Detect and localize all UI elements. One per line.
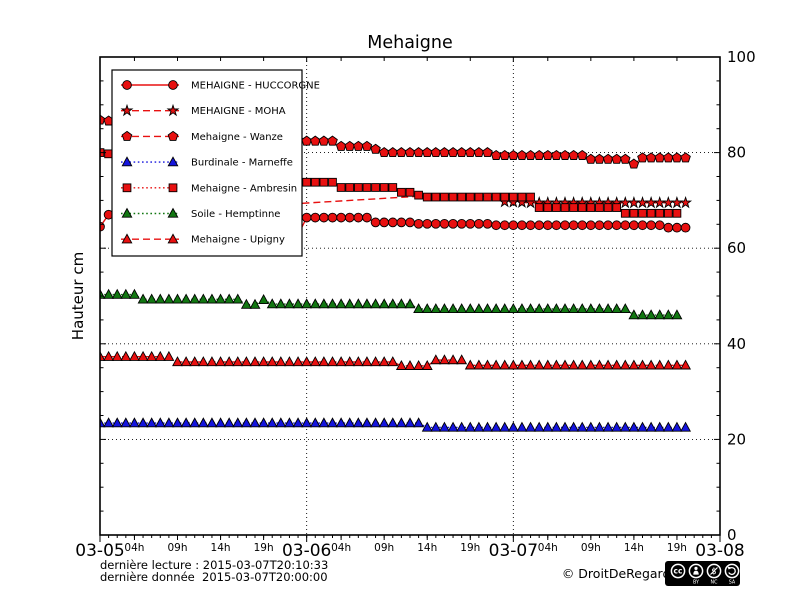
svg-text:04h: 04h <box>124 542 144 554</box>
by-person-icon <box>688 563 704 579</box>
creative-commons-badge: cc $ BY NC SA <box>665 561 740 586</box>
svg-text:19h: 19h <box>667 542 687 554</box>
cc-license-icons: cc $ BY NC SA <box>670 563 740 586</box>
svg-text:Mehaigne - Ambresin: Mehaigne - Ambresin <box>191 183 297 194</box>
by-label: BY <box>693 580 699 586</box>
svg-text:Mehaigne - Upigny: Mehaigne - Upigny <box>191 235 285 246</box>
axis-ticks <box>99 56 721 542</box>
legend-item-wanze: Mehaigne - Wanze <box>121 130 283 143</box>
svg-text:Soile - Hemptinne: Soile - Hemptinne <box>191 209 280 220</box>
svg-text:09h: 09h <box>581 542 601 554</box>
svg-text:04h: 04h <box>331 542 351 554</box>
cc-icon-label: cc <box>674 567 683 576</box>
svg-text:03-08: 03-08 <box>695 541 744 561</box>
legend-item-ambresin: Mehaigne - Ambresin <box>121 183 297 194</box>
legend-item-huccorgne: MEHAIGNE - HUCCORGNE <box>121 80 320 92</box>
svg-text:09h: 09h <box>167 542 187 554</box>
svg-text:MEHAIGNE - HUCCORGNE: MEHAIGNE - HUCCORGNE <box>191 81 320 92</box>
legend-item-upigny: Mehaigne - Upigny <box>121 233 285 246</box>
legend: MEHAIGNE - HUCCORGNE MEHAIGNE - MOHA Mehai… <box>111 69 320 257</box>
sa-label: SA <box>729 580 736 586</box>
svg-text:80: 80 <box>727 144 746 162</box>
svg-text:0: 0 <box>727 526 737 544</box>
svg-text:03-07: 03-07 <box>489 541 538 561</box>
svg-text:Mehaigne - Wanze: Mehaigne - Wanze <box>191 132 283 143</box>
legend-item-marneffe: Burdinale - Marneffe <box>121 156 293 169</box>
gridlines <box>100 57 720 535</box>
cc-icon <box>670 563 686 579</box>
series-upigny <box>100 350 692 370</box>
svg-text:100: 100 <box>727 48 756 66</box>
svg-text:03-06: 03-06 <box>282 541 331 561</box>
nc-dollar-icon: $ <box>706 563 722 579</box>
svg-text:09h: 09h <box>374 542 394 554</box>
svg-text:Burdinale - Marneffe: Burdinale - Marneffe <box>191 158 293 169</box>
tick-labels: 03-05 03-06 03-07 03-08 04h 09h 14h 19h 04h 09h 14… <box>75 48 755 561</box>
svg-text:04h: 04h <box>538 542 558 554</box>
series-marneffe <box>100 417 692 432</box>
svg-text:19h: 19h <box>254 542 274 554</box>
svg-text:03-05: 03-05 <box>75 541 124 561</box>
svg-text:14h: 14h <box>211 542 231 554</box>
svg-text:14h: 14h <box>624 542 644 554</box>
svg-text:20: 20 <box>727 430 746 448</box>
nc-label: NC <box>711 580 719 586</box>
svg-text:60: 60 <box>727 239 746 257</box>
legend-item-moha: MEHAIGNE - MOHA <box>120 103 286 117</box>
svg-text:MEHAIGNE - MOHA: MEHAIGNE - MOHA <box>191 106 286 117</box>
svg-text:$: $ <box>711 567 716 577</box>
svg-text:40: 40 <box>727 335 746 353</box>
series-hemptinne <box>100 288 683 320</box>
svg-text:19h: 19h <box>460 542 480 554</box>
svg-text:14h: 14h <box>417 542 437 554</box>
legend-item-hemptinne: Soile - Hemptinne <box>121 207 280 220</box>
sa-share-alike-icon <box>724 563 740 579</box>
